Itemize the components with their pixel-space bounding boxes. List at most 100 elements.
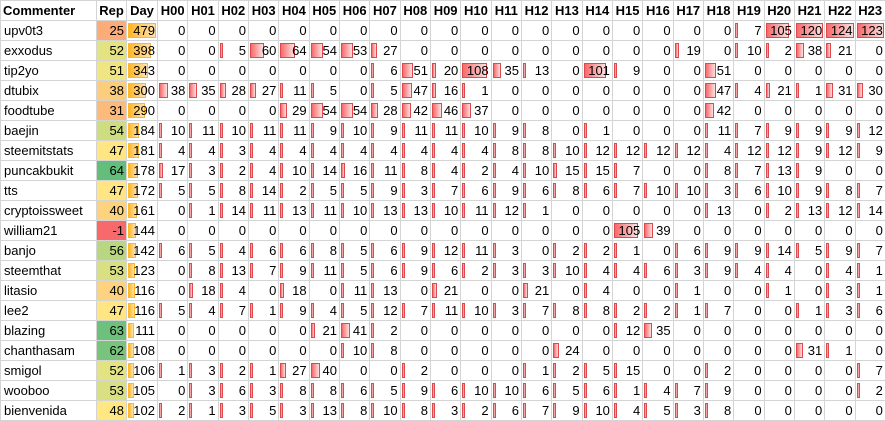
hour-cell[interactable]: 0	[278, 320, 310, 341]
hour-cell[interactable]: 0	[824, 400, 856, 421]
hour-cell[interactable]: 4	[581, 280, 613, 301]
hour-cell[interactable]: 4	[369, 140, 401, 161]
hour-cell[interactable]: 0	[520, 320, 553, 341]
hour-cell[interactable]: 1	[672, 300, 704, 321]
hour-cell[interactable]: 0	[642, 340, 674, 361]
hour-cell[interactable]: 0	[581, 20, 613, 41]
hour-cell[interactable]: 0	[763, 320, 795, 341]
hour-cell[interactable]: 4	[338, 140, 371, 161]
hour-cell[interactable]: 1	[581, 120, 613, 141]
hour-cell[interactable]: 4	[399, 140, 431, 161]
commenter-cell[interactable]: steemitstats	[0, 140, 97, 161]
rep-cell[interactable]: -1	[96, 220, 127, 241]
hour-cell[interactable]: 14	[217, 200, 249, 221]
hour-cell[interactable]: 0	[551, 20, 583, 41]
hour-cell[interactable]: 15	[551, 160, 583, 181]
hour-cell[interactable]: 0	[581, 40, 613, 61]
column-header-h16[interactable]: H16	[642, 0, 674, 21]
hour-cell[interactable]: 6	[520, 180, 553, 201]
hour-cell[interactable]: 0	[733, 100, 765, 121]
hour-cell[interactable]: 4	[156, 140, 189, 161]
hour-cell[interactable]: 0	[156, 200, 189, 221]
column-header-h01[interactable]: H01	[187, 0, 219, 21]
rep-cell[interactable]: 53	[96, 380, 127, 401]
hour-cell[interactable]: 64	[278, 40, 310, 61]
hour-cell[interactable]: 0	[217, 220, 249, 241]
commenter-cell[interactable]: tip2yo	[0, 60, 97, 81]
hour-cell[interactable]: 0	[854, 320, 885, 341]
hour-cell[interactable]: 2	[156, 400, 189, 421]
hour-cell[interactable]: 0	[824, 360, 856, 381]
hour-cell[interactable]: 28	[369, 100, 401, 121]
hour-cell[interactable]: 21	[763, 80, 795, 101]
commenter-cell[interactable]: chanthasam	[0, 340, 97, 361]
hour-cell[interactable]: 4	[642, 380, 674, 401]
hour-cell[interactable]: 4	[733, 260, 765, 281]
hour-cell[interactable]: 3	[217, 400, 249, 421]
hour-cell[interactable]: 0	[793, 380, 826, 401]
commenter-cell[interactable]: bienvenida	[0, 400, 97, 421]
rep-cell[interactable]: 40	[96, 280, 127, 301]
hour-cell[interactable]: 0	[763, 220, 795, 241]
hour-cell[interactable]: 0	[854, 100, 885, 121]
hour-cell[interactable]: 1	[854, 260, 885, 281]
hour-cell[interactable]: 0	[854, 400, 885, 421]
column-header-commenter[interactable]: Commenter	[0, 0, 97, 21]
hour-cell[interactable]: 0	[702, 20, 735, 41]
hour-cell[interactable]: 0	[369, 20, 401, 41]
hour-cell[interactable]: 2	[551, 360, 583, 381]
hour-cell[interactable]: 0	[642, 100, 674, 121]
day-cell[interactable]: 479	[126, 20, 158, 41]
hour-cell[interactable]: 0	[611, 20, 644, 41]
column-header-h15[interactable]: H15	[611, 0, 644, 21]
hour-cell[interactable]: 21	[429, 280, 462, 301]
hour-cell[interactable]: 2	[702, 360, 735, 381]
hour-cell[interactable]: 3	[187, 380, 219, 401]
column-header-h04[interactable]: H04	[278, 0, 310, 21]
hour-cell[interactable]: 14	[308, 160, 340, 181]
hour-cell[interactable]: 6	[672, 240, 704, 261]
day-cell[interactable]: 343	[126, 60, 158, 81]
hour-cell[interactable]: 1	[824, 340, 856, 361]
hour-cell[interactable]: 8	[520, 120, 553, 141]
hour-cell[interactable]: 9	[793, 160, 826, 181]
hour-cell[interactable]: 0	[611, 200, 644, 221]
hour-cell[interactable]: 6	[642, 260, 674, 281]
hour-cell[interactable]: 7	[702, 300, 735, 321]
hour-cell[interactable]: 3	[824, 300, 856, 321]
hour-cell[interactable]: 7	[247, 260, 280, 281]
hour-cell[interactable]: 0	[187, 220, 219, 241]
hour-cell[interactable]: 0	[156, 20, 189, 41]
hour-cell[interactable]: 9	[369, 180, 401, 201]
hour-cell[interactable]: 0	[854, 340, 885, 361]
hour-cell[interactable]: 6	[338, 380, 371, 401]
column-header-h02[interactable]: H02	[217, 0, 249, 21]
hour-cell[interactable]: 1	[611, 240, 644, 261]
hour-cell[interactable]: 0	[672, 200, 704, 221]
hour-cell[interactable]: 8	[551, 300, 583, 321]
hour-cell[interactable]: 10	[460, 300, 492, 321]
hour-cell[interactable]: 10	[338, 200, 371, 221]
hour-cell[interactable]: 11	[278, 80, 310, 101]
commenter-cell[interactable]: steemthat	[0, 260, 97, 281]
hour-cell[interactable]: 0	[611, 80, 644, 101]
hour-cell[interactable]: 0	[824, 380, 856, 401]
hour-cell[interactable]: 9	[763, 120, 795, 141]
hour-cell[interactable]: 1	[763, 280, 795, 301]
hour-cell[interactable]: 0	[793, 60, 826, 81]
hour-cell[interactable]: 8	[702, 400, 735, 421]
hour-cell[interactable]: 0	[672, 340, 704, 361]
hour-cell[interactable]: 11	[369, 160, 401, 181]
hour-cell[interactable]: 9	[369, 120, 401, 141]
hour-cell[interactable]: 0	[854, 40, 885, 61]
hour-cell[interactable]: 10	[551, 260, 583, 281]
hour-cell[interactable]: 101	[581, 60, 613, 81]
day-cell[interactable]: 184	[126, 120, 158, 141]
hour-cell[interactable]: 0	[490, 80, 522, 101]
hour-cell[interactable]: 0	[429, 40, 462, 61]
hour-cell[interactable]: 0	[642, 240, 674, 261]
hour-cell[interactable]: 7	[733, 20, 765, 41]
hour-cell[interactable]: 5	[308, 80, 340, 101]
hour-cell[interactable]: 6	[581, 180, 613, 201]
rep-cell[interactable]: 52	[96, 40, 127, 61]
